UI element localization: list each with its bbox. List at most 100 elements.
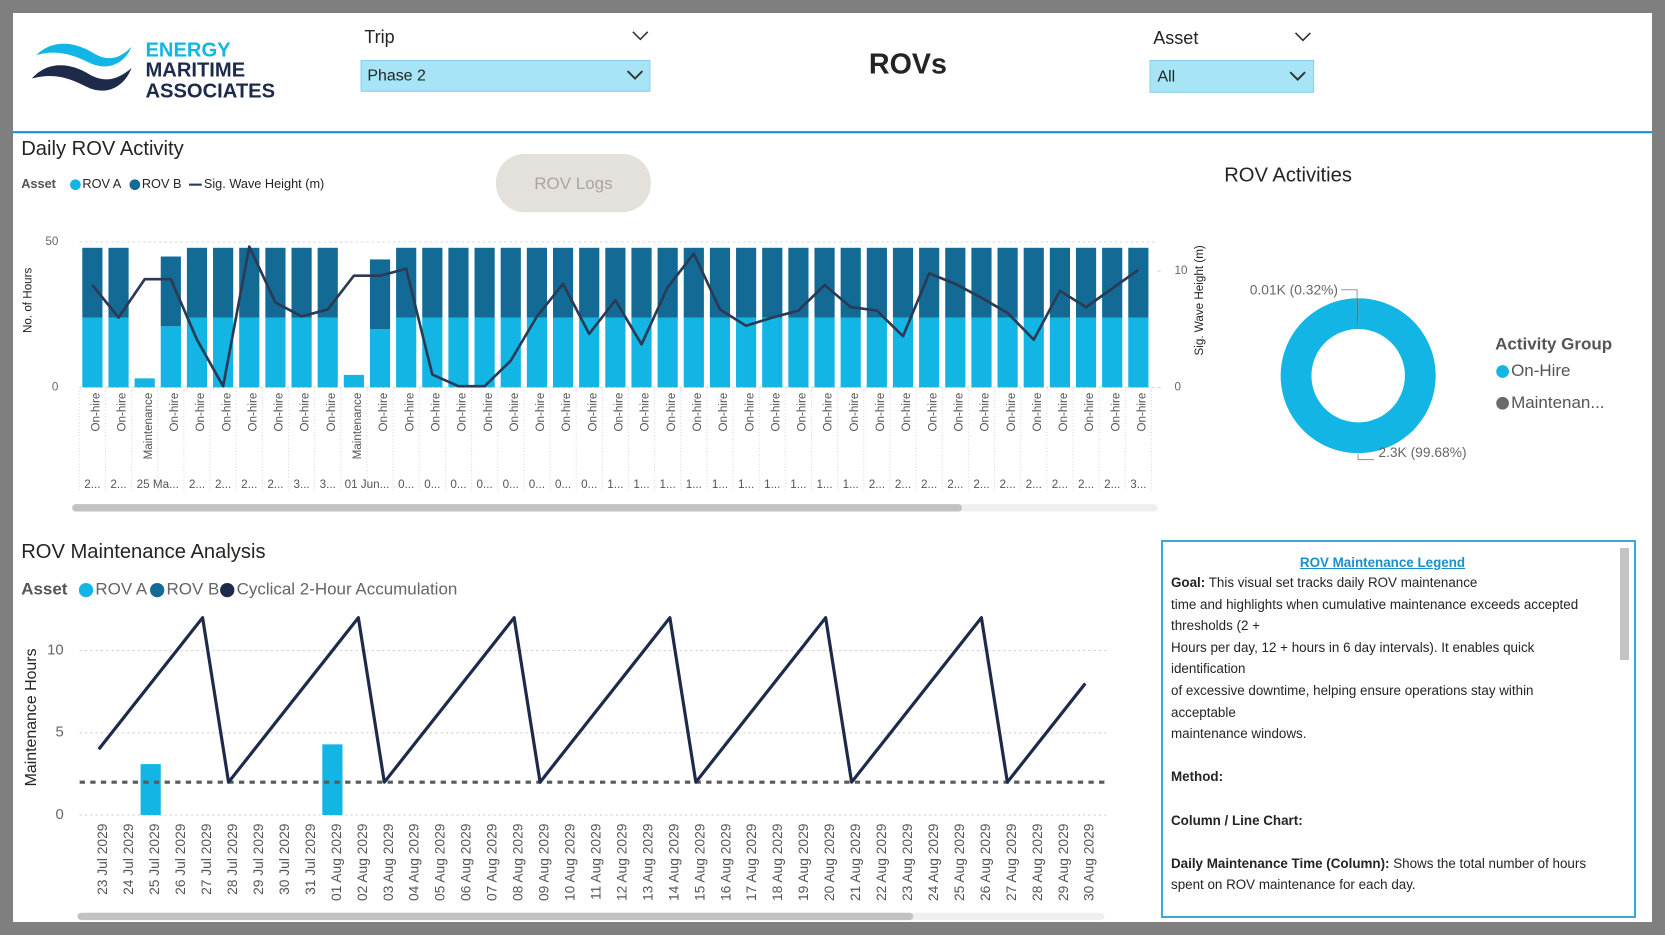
bar bbox=[343, 374, 364, 388]
bar bbox=[526, 317, 548, 388]
bar bbox=[140, 764, 161, 816]
dropdown[interactable] bbox=[360, 59, 651, 92]
bar bbox=[552, 317, 574, 388]
x-group-label: 2... bbox=[895, 478, 911, 491]
x-group-label: 0... bbox=[529, 478, 545, 491]
bar bbox=[213, 317, 234, 388]
panel-title[interactable]: ROV Maintenance Legend bbox=[1299, 555, 1466, 570]
text-line: spent on ROV maintenance for each day. bbox=[1171, 874, 1594, 896]
legend-marker bbox=[129, 179, 141, 191]
x-group-label: 2... bbox=[921, 478, 937, 491]
legend-label: ROV B bbox=[167, 580, 220, 599]
bar bbox=[108, 317, 129, 388]
x-group-label: 1... bbox=[712, 478, 728, 491]
bar bbox=[788, 317, 809, 388]
text-line: Column / Line Chart: bbox=[1171, 810, 1594, 832]
logo-text: ENERGY bbox=[145, 39, 231, 61]
bar bbox=[369, 329, 391, 388]
legend-title: Asset bbox=[21, 176, 56, 191]
x-tick-label: 25 Aug 2029 bbox=[952, 823, 967, 901]
text-line: time and highlights when cumulative main… bbox=[1171, 594, 1594, 616]
button-label[interactable]: ROV Logs bbox=[534, 174, 612, 193]
bar bbox=[526, 247, 548, 318]
legend-label: ROV A bbox=[82, 176, 121, 191]
chart-title: ROV Maintenance Analysis bbox=[21, 541, 265, 563]
bar bbox=[814, 247, 835, 318]
dropdown-value[interactable]: All bbox=[1157, 69, 1175, 86]
x-tick-label: 25 Jul 2029 bbox=[147, 823, 162, 895]
y-tick-label: 10 bbox=[47, 643, 64, 659]
x-tick-label: 16 Aug 2029 bbox=[718, 823, 733, 901]
bar bbox=[657, 317, 678, 388]
legend-panel: ROV Maintenance Legend Goal: This visual … bbox=[1161, 540, 1636, 918]
bar bbox=[997, 317, 1018, 388]
bar bbox=[291, 317, 312, 388]
x-tick-label: 05 Aug 2029 bbox=[433, 823, 448, 901]
bar bbox=[369, 259, 391, 330]
x-group-label: 2... bbox=[869, 478, 885, 491]
bar bbox=[579, 317, 600, 388]
bar bbox=[396, 317, 417, 388]
dropdown[interactable] bbox=[1149, 59, 1315, 93]
text-line: thresholds (2 + bbox=[1171, 615, 1594, 637]
bar bbox=[239, 317, 260, 388]
x-tick-label: 15 Aug 2029 bbox=[692, 823, 707, 901]
x-tick-label: 24 Aug 2029 bbox=[926, 823, 941, 901]
bar bbox=[892, 247, 914, 318]
button[interactable] bbox=[495, 153, 651, 213]
legend-label: Sig. Wave Height (m) bbox=[204, 176, 324, 191]
x-tick-label: 02 Aug 2029 bbox=[355, 823, 370, 901]
x-tick-label: On-hire bbox=[1136, 393, 1149, 432]
chevron[interactable] bbox=[626, 70, 644, 80]
bar bbox=[1075, 247, 1097, 318]
bar bbox=[82, 247, 103, 318]
x-tick-label: 31 Jul 2029 bbox=[303, 823, 318, 895]
x-tick-label: On-hire bbox=[246, 393, 259, 432]
bar bbox=[997, 247, 1018, 318]
x-tick-label: 09 Aug 2029 bbox=[537, 823, 552, 901]
leader-line bbox=[1357, 454, 1375, 461]
x-group-label: 1... bbox=[843, 478, 859, 491]
scroll-thumb[interactable] bbox=[72, 504, 963, 512]
scroll-thumb[interactable] bbox=[1620, 548, 1629, 660]
paragraph-label: Column / Line Chart: bbox=[1171, 812, 1303, 828]
x-tick-label: On-hire bbox=[1083, 393, 1096, 432]
x-tick-label: On-hire bbox=[116, 393, 129, 432]
x-tick-label: 14 Aug 2029 bbox=[666, 823, 681, 901]
y-tick-label: 50 bbox=[45, 235, 58, 248]
scroll-thumb[interactable] bbox=[77, 912, 914, 921]
x-tick-label: 08 Aug 2029 bbox=[511, 823, 526, 901]
x-tick-label: On-hire bbox=[1031, 393, 1044, 432]
x-tick-label: On-hire bbox=[822, 393, 835, 432]
bar bbox=[919, 247, 940, 318]
x-group-label: 2... bbox=[1078, 478, 1094, 491]
chevron[interactable] bbox=[632, 31, 649, 41]
x-group-label: 0... bbox=[503, 478, 519, 491]
paragraph-label: Goal: bbox=[1171, 575, 1206, 590]
x-tick-label: 21 Aug 2029 bbox=[848, 823, 863, 901]
chart-title: Daily ROV Activity bbox=[21, 138, 184, 160]
logo-text: MARITIME bbox=[145, 59, 245, 81]
paragraph-text: time and highlights when cumulative main… bbox=[1171, 596, 1579, 612]
x-group-label: 2... bbox=[973, 478, 989, 491]
x-tick-label: On-hire bbox=[456, 393, 469, 432]
legend-marker bbox=[220, 582, 235, 598]
x-group-label: 0... bbox=[424, 478, 440, 491]
paragraph-text: identification bbox=[1171, 661, 1246, 677]
x-tick-label: On-hire bbox=[403, 393, 416, 432]
bar bbox=[213, 247, 234, 318]
bar bbox=[500, 247, 521, 318]
x-tick-label: On-hire bbox=[743, 393, 756, 432]
chart-title: ROV Activities bbox=[1224, 165, 1352, 187]
chevron[interactable] bbox=[1289, 71, 1306, 81]
x-group-label: 1... bbox=[738, 478, 754, 491]
bar bbox=[605, 247, 626, 318]
chevron[interactable] bbox=[1294, 32, 1311, 42]
y2-axis-title: Sig. Wave Height (m) bbox=[1193, 245, 1206, 355]
bar bbox=[1075, 317, 1097, 388]
paragraph-text: of excessive downtime, helping ensure op… bbox=[1171, 682, 1534, 720]
dropdown-value[interactable]: Phase 2 bbox=[367, 68, 426, 85]
x-group-label: 2... bbox=[947, 478, 963, 491]
